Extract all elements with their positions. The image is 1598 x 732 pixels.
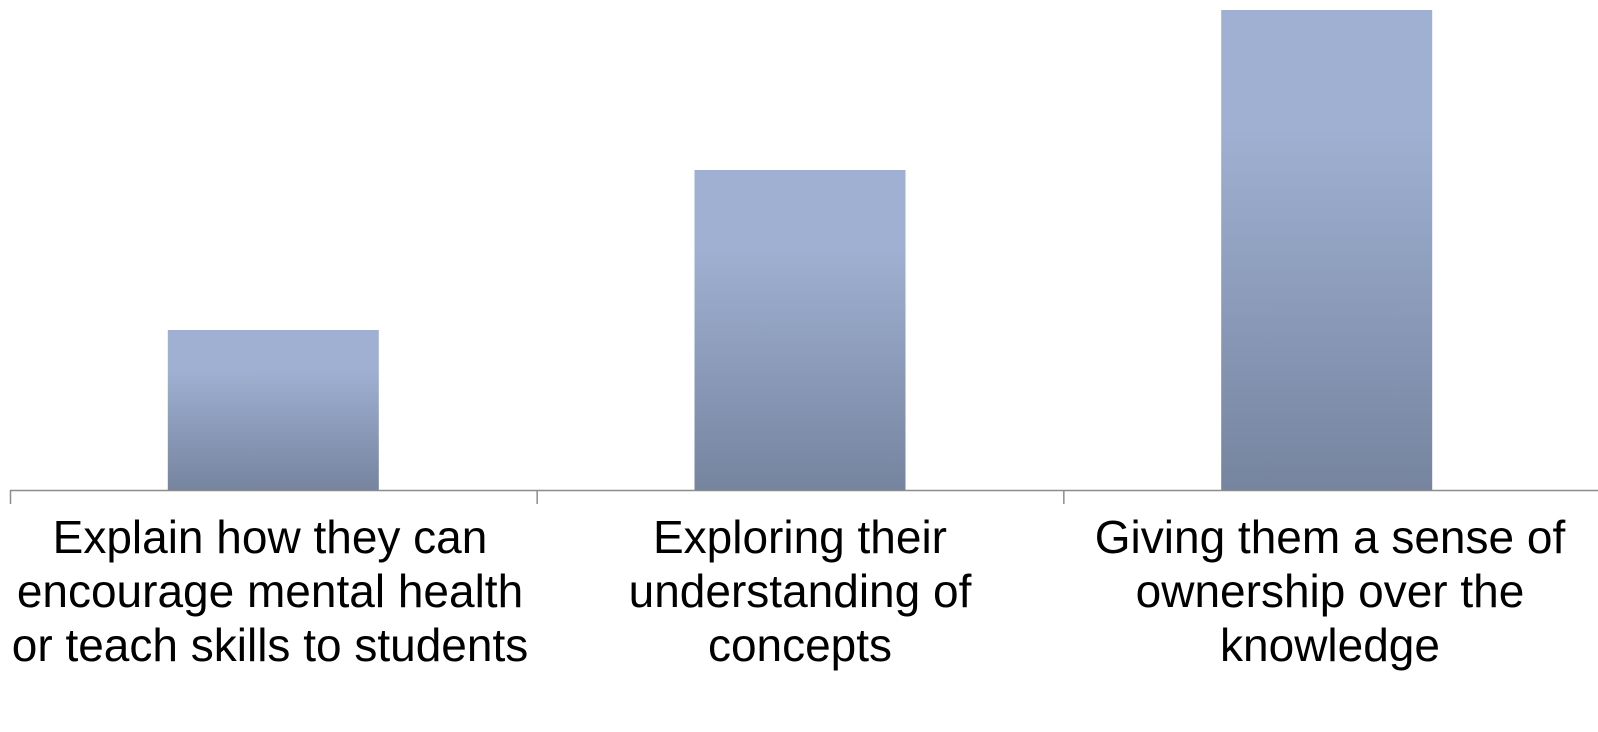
category-label: Giving them a sense of ownership over th… [1094,511,1566,671]
bar [167,330,379,490]
category-label: Explain how they can encourage mental he… [11,511,529,671]
bar [694,170,906,490]
bar [1221,10,1433,490]
x-axis [9,489,1598,504]
bars-group [167,10,1433,490]
category-label: Exploring their understanding of concept… [628,511,972,671]
